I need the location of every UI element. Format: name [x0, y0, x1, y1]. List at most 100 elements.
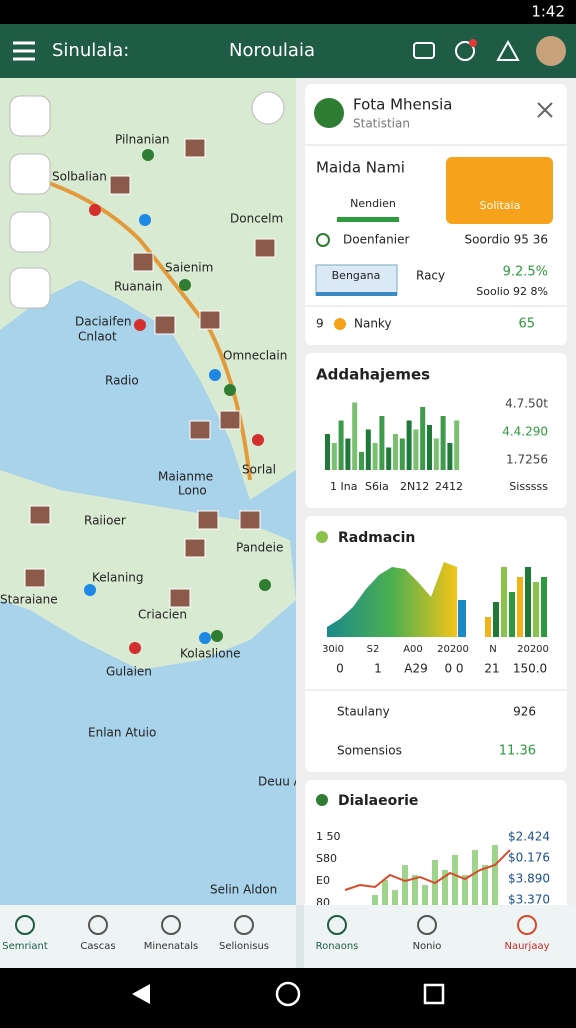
- card-icon: [314, 98, 344, 128]
- map-pin[interactable]: [129, 642, 141, 654]
- map-label: Lono: [178, 484, 207, 498]
- map-pin[interactable]: [84, 584, 96, 596]
- bar: [399, 438, 405, 470]
- map-pin[interactable]: [211, 630, 223, 642]
- label: Ronaons: [316, 941, 359, 952]
- back-button[interactable]: [132, 984, 150, 1004]
- card-icon: [316, 794, 328, 806]
- land: [0, 470, 296, 670]
- bar: [440, 416, 446, 470]
- map-label: Selin Aldon: [210, 883, 277, 897]
- label: Dialaeorie: [338, 793, 418, 809]
- bar: [433, 438, 439, 470]
- bar: [427, 425, 432, 470]
- nav-icon[interactable]: [234, 915, 254, 935]
- bar: [420, 407, 426, 470]
- menu-icon[interactable]: [13, 41, 35, 61]
- bar: [413, 429, 419, 470]
- house: [132, 252, 154, 272]
- map-label: Cnlaot: [78, 330, 117, 344]
- map-label: Gulaien: [106, 665, 152, 679]
- bottom-nav: [0, 905, 576, 968]
- card: [305, 780, 567, 920]
- system-nav: [0, 968, 576, 1024]
- bar: [352, 402, 358, 470]
- map-pin[interactable]: [179, 279, 191, 291]
- label: 21: [484, 662, 499, 676]
- line: [344, 849, 511, 891]
- label: Staulany: [337, 705, 390, 719]
- label: $3.370: [508, 893, 550, 907]
- time: 1:42: [531, 3, 565, 21]
- bar: [442, 870, 448, 905]
- label: $2.424: [508, 830, 550, 844]
- recents-button[interactable]: [423, 983, 445, 1005]
- house: [189, 420, 211, 440]
- label: 1: [374, 662, 382, 676]
- label: E0: [316, 874, 330, 887]
- nav-icon[interactable]: [517, 915, 537, 935]
- map-pin[interactable]: [224, 384, 236, 396]
- bar: [345, 438, 351, 470]
- bar: [412, 875, 418, 905]
- label: 30i0: [322, 644, 344, 655]
- bar: [382, 880, 388, 905]
- label: 0: [336, 662, 344, 676]
- center-title: Noroulaia: [229, 40, 315, 61]
- map-pin[interactable]: [259, 579, 271, 591]
- nav-icon[interactable]: [327, 915, 347, 935]
- map-controls[interactable]: [9, 91, 285, 309]
- label: Selionisus: [219, 941, 269, 952]
- close-icon[interactable]: [537, 102, 553, 118]
- map-label: Kolaslione: [180, 647, 241, 661]
- tag-bar: [316, 292, 397, 296]
- bar: [454, 420, 460, 470]
- bar: [493, 602, 499, 637]
- map-pin[interactable]: [252, 434, 264, 446]
- label: A00: [403, 644, 423, 655]
- bar: [482, 865, 488, 905]
- avatar[interactable]: [536, 36, 566, 66]
- card-icon: [316, 531, 328, 543]
- label: Nendien: [350, 197, 396, 210]
- map-label: Daciaifen: [75, 315, 131, 329]
- bar: [509, 592, 515, 637]
- map-pin[interactable]: [134, 319, 146, 331]
- map-pin[interactable]: [139, 214, 151, 226]
- label: 4.4.290: [502, 425, 548, 439]
- nav-icon[interactable]: [15, 915, 35, 935]
- house: [199, 310, 221, 330]
- label: 2N12: [400, 480, 429, 493]
- home-button[interactable]: [275, 981, 301, 1007]
- map-pin[interactable]: [209, 369, 221, 381]
- nav-icon[interactable]: [88, 915, 108, 935]
- bar: [447, 443, 453, 470]
- label: Cascas: [80, 941, 115, 952]
- map-pin[interactable]: [142, 149, 154, 161]
- label: Sisssss: [509, 480, 548, 493]
- map-label: Enlan Atuio: [88, 726, 156, 740]
- label: 11.36: [499, 744, 536, 759]
- label: Maida Nami: [316, 159, 405, 177]
- label: Statistian: [353, 117, 410, 131]
- label: N: [489, 644, 496, 655]
- label: 20200: [517, 644, 549, 655]
- house: [184, 538, 206, 558]
- nav-icon[interactable]: [161, 915, 181, 935]
- nav-icon[interactable]: [417, 915, 437, 935]
- label: 4.7.50t: [505, 397, 548, 411]
- label: Doenfanier: [343, 233, 409, 247]
- map-pin[interactable]: [199, 632, 211, 644]
- bar: [406, 420, 412, 470]
- label: 1.7256: [506, 453, 548, 467]
- map-label: Pilnanian: [115, 133, 170, 147]
- house: [239, 510, 261, 530]
- action-button[interactable]: [446, 157, 553, 224]
- map-label: Kelaning: [92, 571, 144, 585]
- label: Bengana: [332, 269, 381, 282]
- map-pin[interactable]: [89, 204, 101, 216]
- label: S2: [367, 644, 380, 655]
- toolbar-icons[interactable]: [413, 39, 520, 61]
- house: [184, 138, 206, 158]
- bar: [525, 567, 531, 637]
